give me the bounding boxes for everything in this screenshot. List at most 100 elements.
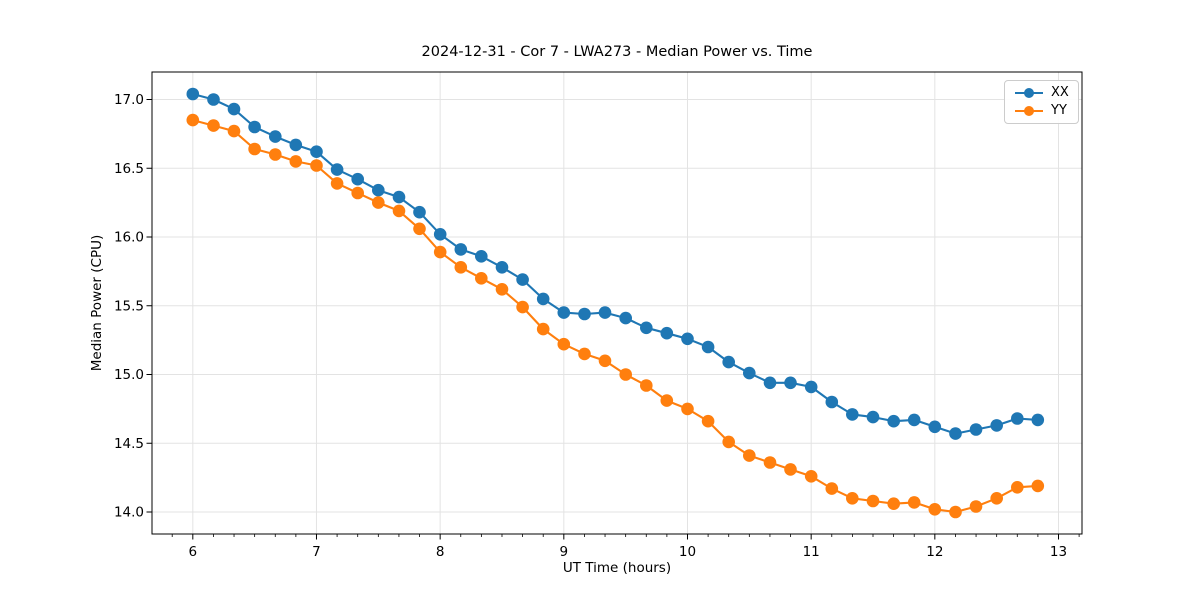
series-yy-marker-11 [413, 222, 426, 236]
x-tick-label-6: 6 [189, 544, 198, 560]
series-yy-marker-3 [248, 142, 261, 156]
series-yy-marker-41 [1031, 479, 1045, 493]
series-yy-marker-38 [969, 500, 983, 513]
x-tick-label-8: 8 [436, 544, 445, 560]
series-yy-marker-2 [227, 124, 241, 138]
series-yy-marker-30 [804, 470, 818, 483]
series-yy-marker-16 [516, 300, 529, 314]
series-xx-marker-23 [660, 326, 674, 340]
series-yy-marker-33 [866, 494, 880, 508]
series-xx-marker-33 [866, 410, 880, 424]
y-tick-label-15.5: 15.5 [114, 298, 144, 314]
series-yy-marker-37 [949, 505, 962, 519]
series-xx-marker-28 [763, 376, 777, 390]
y-tick-label-17: 17.0 [114, 92, 144, 108]
tick-labels: 14.0 14.5 15.0 15.5 16.0 16.5 17.0 6 7 8 9 10 11 12 13 [114, 92, 1067, 560]
series-xx-marker-37 [949, 427, 962, 440]
x-tick-label-12: 12 [926, 544, 943, 560]
series-yy-marker-29 [784, 463, 797, 476]
y-tick-label-16.5: 16.5 [114, 161, 144, 177]
series-xx-marker-21 [619, 311, 632, 325]
x-tick-label-13: 13 [1050, 544, 1067, 560]
legend: XX YY [1004, 80, 1079, 124]
y-tick-label-14: 14.0 [114, 505, 144, 521]
series [186, 87, 1045, 519]
series-yy-marker-21 [619, 368, 632, 381]
series-xx-marker-20 [598, 306, 612, 319]
grid [152, 72, 1082, 534]
series-yy-marker-0 [186, 113, 200, 127]
x-tick-label-9: 9 [560, 544, 569, 560]
series-yy-marker-19 [578, 347, 591, 361]
series-xx-marker-32 [846, 408, 859, 421]
series-yy-marker-26 [722, 435, 735, 449]
axes [151, 71, 1083, 535]
series-xx-marker-31 [825, 395, 839, 409]
y-tick-label-16: 16.0 [114, 230, 144, 246]
series-xx-marker-41 [1031, 413, 1045, 427]
series-yy-marker-28 [763, 456, 777, 469]
series-yy-marker-4 [269, 148, 282, 161]
series-yy-marker-1 [207, 119, 220, 132]
series-yy-marker-32 [846, 492, 859, 505]
series-yy-marker-10 [392, 204, 406, 218]
series-xx-marker-30 [804, 380, 818, 394]
series-xx-marker-36 [928, 420, 942, 434]
y-tick-label-15: 15.0 [114, 367, 144, 383]
legend-item-yy: YY [1014, 104, 1069, 118]
series-yy-marker-39 [990, 492, 1003, 505]
series-yy-marker-18 [557, 337, 571, 351]
x-tick-label-11: 11 [803, 544, 820, 560]
ticks [146, 99, 1080, 540]
series-yy-marker-35 [907, 496, 921, 509]
series-xx-marker-9 [372, 183, 385, 197]
legend-item-xx: XX [1014, 86, 1069, 100]
series-yy-marker-23 [660, 394, 674, 407]
series-xx-line [192, 92, 1038, 435]
series-yy-marker-24 [681, 402, 694, 416]
series-xx-marker-3 [248, 120, 261, 134]
chart-title: 2024-12-31 - Cor 7 - LWA273 - Median Pow… [421, 44, 813, 60]
series-xx-marker-14 [475, 249, 488, 263]
series-yy-marker-12 [433, 245, 447, 259]
series-xx-marker-10 [392, 190, 406, 204]
series-yy-marker-9 [372, 196, 385, 209]
series-xx-marker-40 [1011, 412, 1024, 425]
series-xx-marker-29 [784, 376, 797, 390]
legend-line-marker-yy-icon [1015, 106, 1043, 116]
series-xx-marker-25 [701, 340, 715, 354]
series-yy-marker-8 [351, 186, 365, 200]
series-yy-marker-36 [928, 503, 942, 516]
series-xx-marker-18 [557, 306, 571, 319]
series-xx-marker-17 [536, 292, 550, 306]
series-xx-marker-34 [887, 414, 900, 428]
series-xx-marker-12 [433, 228, 447, 241]
series-xx-marker-1 [207, 93, 220, 106]
series-xx-marker-27 [743, 366, 756, 380]
legend-label-xx: XX [1051, 85, 1069, 100]
series-xx-marker-35 [907, 413, 921, 427]
plot-area [151, 71, 1083, 535]
series-yy-marker-22 [640, 379, 653, 392]
series-xx-marker-24 [681, 332, 694, 346]
series-xx-marker-8 [351, 172, 365, 186]
legend-label-yy: YY [1051, 103, 1067, 118]
series-xx-marker-26 [722, 355, 735, 369]
series-xx-marker-13 [454, 243, 468, 256]
series-xx-marker-11 [413, 205, 426, 219]
y-axis-label: Median Power (CPU) [89, 234, 105, 372]
series-yy-marker-15 [495, 283, 509, 296]
series-xx-marker-4 [269, 130, 282, 143]
series-xx-marker-5 [289, 138, 303, 152]
series-xx-marker-16 [516, 273, 529, 286]
series-xx-marker-15 [495, 261, 509, 274]
series-xx-marker-7 [330, 163, 344, 176]
series-xx-marker-22 [640, 321, 653, 335]
x-tick-label-10: 10 [679, 544, 696, 560]
series-xx-marker-39 [990, 419, 1003, 432]
series-yy-marker-5 [289, 155, 303, 168]
x-tick-label-7: 7 [312, 544, 321, 560]
x-axis-label: UT Time (hours) [562, 560, 672, 576]
